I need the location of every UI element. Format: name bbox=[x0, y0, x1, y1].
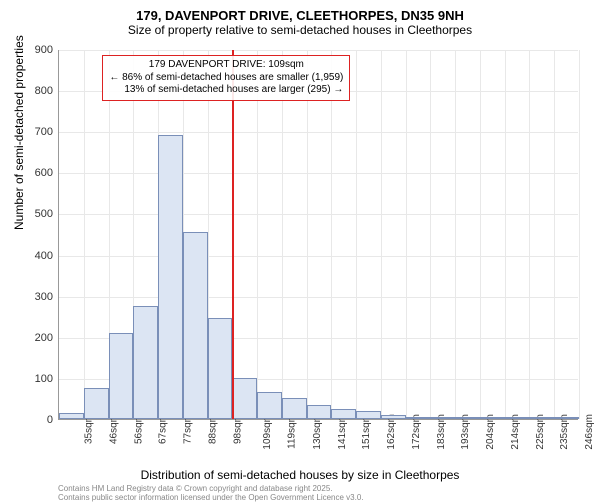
histogram-bar bbox=[282, 398, 307, 419]
histogram-bar bbox=[59, 413, 84, 419]
x-tick-label: 162sqm bbox=[386, 414, 397, 450]
histogram-bar bbox=[331, 409, 356, 419]
histogram-bar bbox=[257, 392, 282, 419]
x-tick-label: 183sqm bbox=[436, 414, 447, 450]
histogram-bar bbox=[208, 318, 233, 419]
y-tick-label: 200 bbox=[21, 332, 53, 344]
x-tick-label: 151sqm bbox=[361, 414, 372, 450]
y-tick-label: 300 bbox=[21, 291, 53, 303]
gridline-v bbox=[430, 50, 431, 419]
x-axis-label: Distribution of semi-detached houses by … bbox=[0, 468, 600, 482]
x-tick-label: 109sqm bbox=[262, 414, 273, 450]
x-tick-label: 193sqm bbox=[461, 414, 472, 450]
gridline-v bbox=[480, 50, 481, 419]
y-tick-label: 400 bbox=[21, 250, 53, 262]
x-tick-label: 225sqm bbox=[535, 414, 546, 450]
chart-subtitle: Size of property relative to semi-detach… bbox=[0, 23, 600, 37]
gridline-v bbox=[331, 50, 332, 419]
histogram-bar bbox=[430, 417, 455, 419]
histogram-bar bbox=[554, 417, 579, 419]
gridline-h bbox=[59, 214, 578, 215]
chart-area: 010020030040050060070080090035sqm46sqm56… bbox=[58, 50, 578, 420]
x-tick-label: 141sqm bbox=[337, 414, 348, 450]
gridline-h bbox=[59, 297, 578, 298]
histogram-bar bbox=[480, 417, 505, 419]
gridline-v bbox=[579, 50, 580, 419]
histogram-bar bbox=[455, 417, 480, 419]
histogram-bar bbox=[356, 411, 381, 419]
gridline-v bbox=[257, 50, 258, 419]
annotation-line: 179 DAVENPORT DRIVE: 109sqm bbox=[109, 59, 343, 72]
chart-title-block: 179, DAVENPORT DRIVE, CLEETHORPES, DN35 … bbox=[0, 0, 600, 37]
gridline-h bbox=[59, 132, 578, 133]
y-tick-label: 900 bbox=[21, 44, 53, 56]
y-tick-label: 0 bbox=[21, 414, 53, 426]
histogram-bar bbox=[133, 306, 158, 419]
histogram-bar bbox=[381, 415, 406, 419]
x-tick-label: 172sqm bbox=[411, 414, 422, 450]
annotation-box: 179 DAVENPORT DRIVE: 109sqm← 86% of semi… bbox=[102, 55, 350, 101]
reference-line bbox=[232, 50, 234, 419]
histogram-bar bbox=[505, 417, 530, 419]
footer-line-2: Contains public sector information licen… bbox=[58, 494, 364, 503]
histogram-bar bbox=[529, 417, 554, 419]
gridline-v bbox=[406, 50, 407, 419]
gridline-h bbox=[59, 173, 578, 174]
gridline-v bbox=[307, 50, 308, 419]
gridline-v bbox=[84, 50, 85, 419]
annotation-line: 13% of semi-detached houses are larger (… bbox=[109, 84, 343, 97]
gridline-v bbox=[381, 50, 382, 419]
histogram-bar bbox=[109, 333, 134, 419]
gridline-v bbox=[554, 50, 555, 419]
y-tick-label: 800 bbox=[21, 85, 53, 97]
gridline-v bbox=[505, 50, 506, 419]
plot-area: 010020030040050060070080090035sqm46sqm56… bbox=[58, 50, 578, 420]
histogram-bar bbox=[183, 232, 208, 419]
gridline-h bbox=[59, 256, 578, 257]
x-tick-label: 235sqm bbox=[560, 414, 571, 450]
histogram-bar bbox=[158, 135, 183, 419]
x-tick-label: 119sqm bbox=[286, 414, 297, 449]
gridline-v bbox=[356, 50, 357, 419]
y-tick-label: 600 bbox=[21, 167, 53, 179]
gridline-h bbox=[59, 50, 578, 51]
annotation-line: ← 86% of semi-detached houses are smalle… bbox=[109, 72, 343, 85]
histogram-bar bbox=[307, 405, 332, 419]
y-tick-label: 700 bbox=[21, 126, 53, 138]
gridline-v bbox=[455, 50, 456, 419]
chart-title: 179, DAVENPORT DRIVE, CLEETHORPES, DN35 … bbox=[0, 8, 600, 23]
histogram-bar bbox=[232, 378, 257, 419]
gridline-v bbox=[529, 50, 530, 419]
histogram-bar bbox=[406, 417, 431, 419]
x-tick-label: 214sqm bbox=[510, 414, 521, 450]
y-tick-label: 500 bbox=[21, 208, 53, 220]
histogram-bar bbox=[84, 388, 109, 419]
gridline-v bbox=[282, 50, 283, 419]
y-tick-label: 100 bbox=[21, 373, 53, 385]
x-tick-label: 246sqm bbox=[584, 414, 595, 450]
x-tick-label: 130sqm bbox=[312, 414, 323, 450]
x-tick-label: 204sqm bbox=[485, 414, 496, 450]
